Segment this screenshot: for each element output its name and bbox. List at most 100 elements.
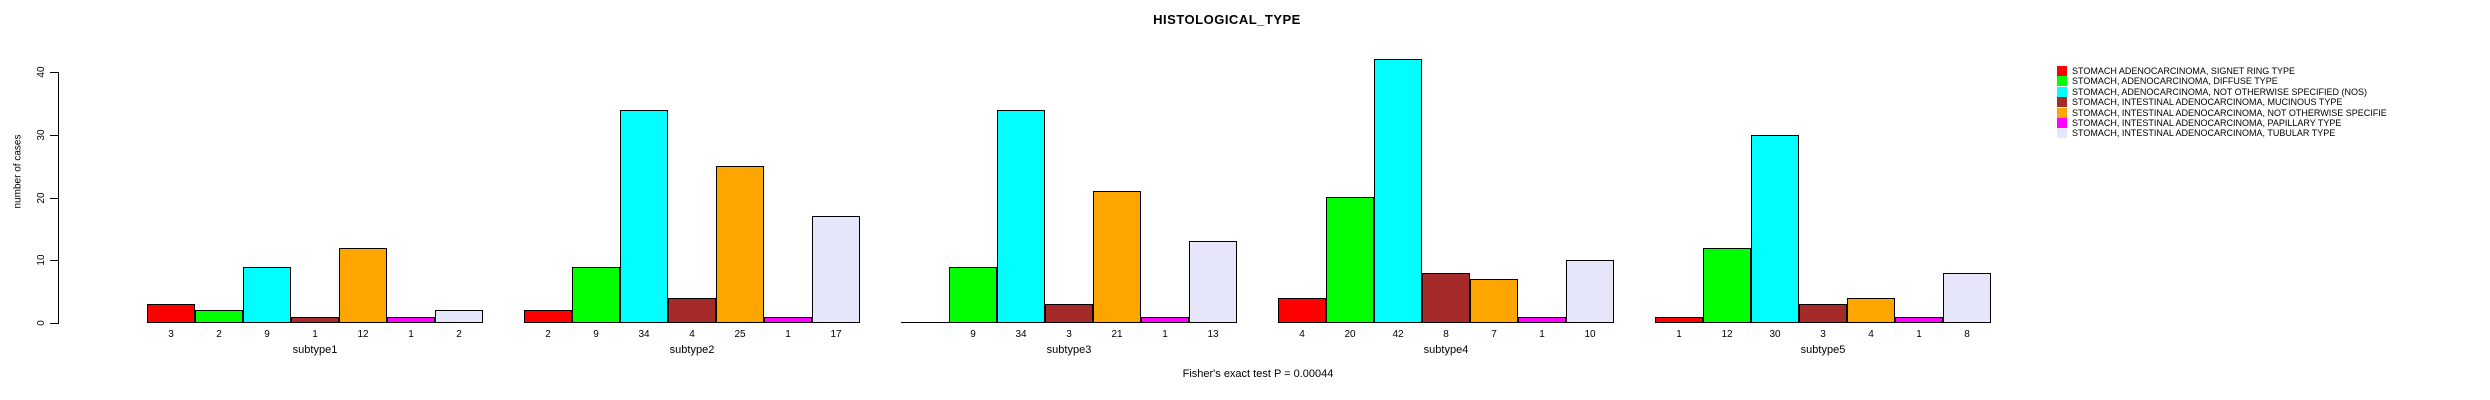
bar-segment xyxy=(1189,241,1237,323)
x-axis-group-label: subtype3 xyxy=(1046,344,1092,356)
y-axis-label: number of cases xyxy=(12,134,24,209)
bar-value-label: 7 xyxy=(1491,329,1497,340)
bar-value-label: 1 xyxy=(312,329,318,340)
bar-value-label: 3 xyxy=(1066,329,1072,340)
chart-title: HISTOLOGICAL_TYPE xyxy=(1153,12,1301,27)
bar-value-label: 1 xyxy=(785,329,791,340)
bar-segment xyxy=(195,310,243,323)
legend-item-label: STOMACH, INTESTINAL ADENOCARCINOMA, PAPI… xyxy=(2072,118,2342,128)
bar-value-label: 4 xyxy=(1299,329,1305,340)
legend-item-label: STOMACH, ADENOCARCINOMA, NOT OTHERWISE S… xyxy=(2072,86,2368,97)
x-axis-group-label: subtype2 xyxy=(669,344,715,356)
bar-segment xyxy=(1093,191,1141,323)
bar-segment xyxy=(435,310,483,323)
fisher-test-annotation: Fisher's exact test P = 0.00044 xyxy=(1182,368,1334,380)
bar-value-label: 10 xyxy=(1584,329,1596,340)
bar-segment xyxy=(243,267,291,323)
y-axis-tick xyxy=(50,72,58,73)
bar-segment xyxy=(147,304,195,323)
bar-value-label: 1 xyxy=(1539,329,1545,340)
bar-segment xyxy=(1751,135,1799,323)
legend-item: STOMACH, INTESTINAL ADENOCARCINOMA, TUBU… xyxy=(2057,128,2336,139)
bar-segment xyxy=(572,267,620,323)
bar-value-label: 12 xyxy=(357,329,369,340)
y-axis-tick xyxy=(50,135,58,136)
bar-segment xyxy=(1799,304,1847,323)
bar-segment xyxy=(1566,260,1614,323)
x-axis-group-label: subtype1 xyxy=(292,344,338,356)
bar-segment xyxy=(764,317,812,323)
bar-value-label: 13 xyxy=(1207,329,1219,340)
bar-value-label: 4 xyxy=(1868,329,1874,340)
y-axis-tick-label: 0 xyxy=(36,320,47,326)
legend-color-swatch xyxy=(2057,86,2067,97)
bar-value-label: 9 xyxy=(593,329,599,340)
bar-value-label: 8 xyxy=(1964,329,1970,340)
y-axis-tick-label: 20 xyxy=(36,192,47,204)
bar-value-label: 1 xyxy=(408,329,414,340)
y-axis-tick xyxy=(50,323,58,324)
legend-item-label: STOMACH, INTESTINAL ADENOCARCINOMA, MUCI… xyxy=(2072,97,2343,108)
bar-value-label: 34 xyxy=(638,329,650,340)
legend-color-swatch xyxy=(2057,76,2067,87)
legend-color-swatch xyxy=(2057,118,2067,128)
bar-value-label: 21 xyxy=(1111,329,1123,340)
legend-item-label: STOMACH ADENOCARCINOMA, SIGNET RING TYPE xyxy=(2072,66,2296,76)
bar-segment xyxy=(387,317,435,323)
bar-value-label: 9 xyxy=(970,329,976,340)
bar-value-label: 1 xyxy=(1676,329,1682,340)
bar-value-label: 42 xyxy=(1392,329,1404,340)
bar-value-label: 2 xyxy=(545,329,551,340)
bar-segment-zero xyxy=(901,322,949,323)
bar-value-label: 12 xyxy=(1721,329,1733,340)
bar-value-label: 25 xyxy=(734,329,746,340)
bar-segment xyxy=(812,216,860,323)
legend-item: STOMACH, INTESTINAL ADENOCARCINOMA, MUCI… xyxy=(2057,97,2343,108)
bar-segment xyxy=(997,110,1045,323)
x-axis-group-label: subtype5 xyxy=(1800,344,1846,356)
legend-color-swatch xyxy=(2057,66,2067,76)
bar-value-label: 1 xyxy=(1916,329,1922,340)
legend-item-label: STOMACH, INTESTINAL ADENOCARCINOMA, TUBU… xyxy=(2072,128,2336,139)
bar-segment xyxy=(668,298,716,323)
bar-segment xyxy=(949,267,997,323)
legend-item: STOMACH, ADENOCARCINOMA, DIFFUSE TYPE xyxy=(2057,76,2278,87)
bar-segment xyxy=(716,166,764,323)
bar-value-label: 4 xyxy=(689,329,695,340)
bar-segment xyxy=(1518,317,1566,323)
y-axis-tick-label: 40 xyxy=(36,66,47,78)
bar-segment xyxy=(1703,248,1751,323)
y-axis-tick xyxy=(50,260,58,261)
bar-segment xyxy=(1422,273,1470,323)
bar-segment xyxy=(1045,304,1093,323)
bar-value-label: 30 xyxy=(1769,329,1781,340)
bar-value-label: 3 xyxy=(168,329,174,340)
bar-value-label: 17 xyxy=(830,329,842,340)
legend-color-swatch xyxy=(2057,97,2067,108)
bar-value-label: 20 xyxy=(1344,329,1356,340)
legend-item-label: STOMACH, ADENOCARCINOMA, DIFFUSE TYPE xyxy=(2072,76,2278,87)
bar-segment xyxy=(291,317,339,323)
bar-segment xyxy=(620,110,668,323)
x-axis-group-label: subtype4 xyxy=(1423,344,1469,356)
bar-value-label: 1 xyxy=(1162,329,1168,340)
bar-segment xyxy=(1943,273,1991,323)
bar-value-label: 2 xyxy=(216,329,222,340)
legend-color-swatch xyxy=(2057,107,2067,118)
bar-segment xyxy=(1847,298,1895,323)
bar-segment xyxy=(1470,279,1518,323)
bar-segment xyxy=(524,310,572,323)
bar-value-label: 9 xyxy=(264,329,270,340)
bar-value-label: 8 xyxy=(1443,329,1449,340)
bar-segment xyxy=(1278,298,1326,323)
legend-item: STOMACH, INTESTINAL ADENOCARCINOMA, PAPI… xyxy=(2057,118,2341,128)
y-axis-line xyxy=(58,72,59,324)
bar-segment xyxy=(1374,59,1422,323)
legend-item: STOMACH, INTESTINAL ADENOCARCINOMA, NOT … xyxy=(2057,107,2387,118)
bar-segment xyxy=(1655,317,1703,323)
legend-color-swatch xyxy=(2057,128,2067,139)
legend-item: STOMACH ADENOCARCINOMA, SIGNET RING TYPE xyxy=(2057,66,2295,76)
y-axis-tick-label: 10 xyxy=(36,254,47,266)
bar-segment xyxy=(1895,317,1943,323)
